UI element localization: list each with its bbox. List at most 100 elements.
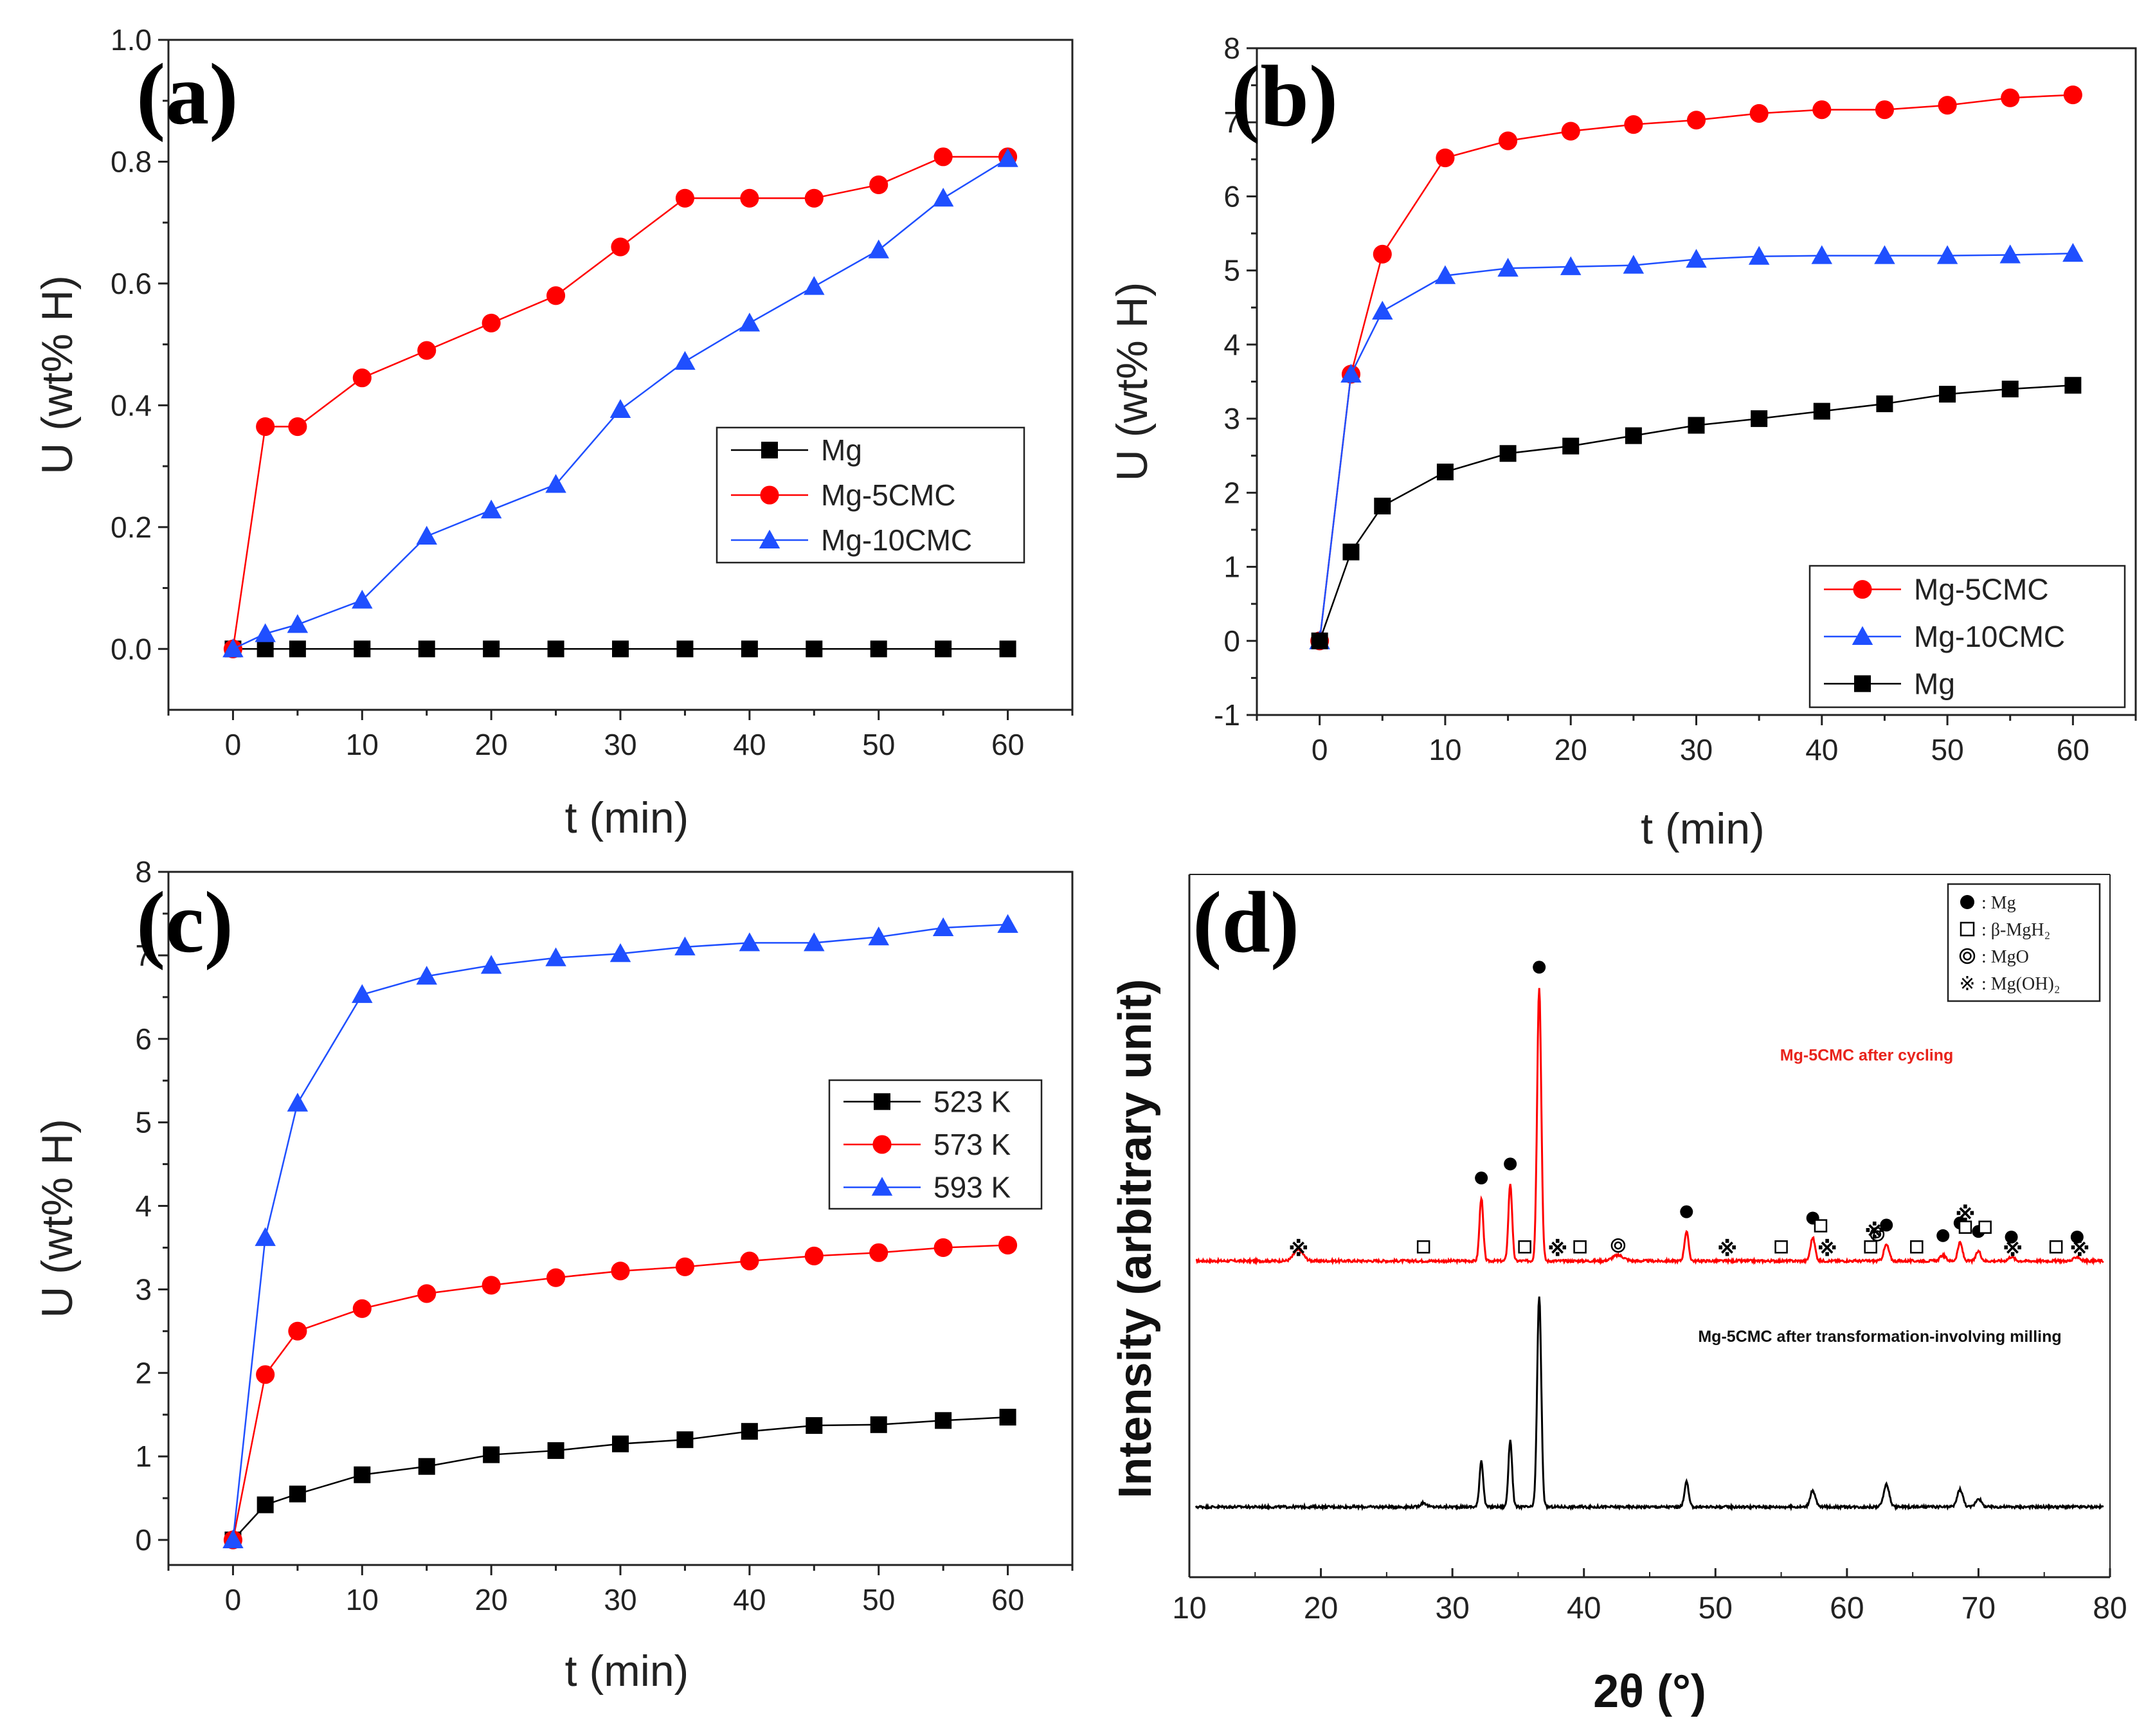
pattern-label-after-milling: Mg-5CMC after transformation-involving m…	[1698, 1328, 2061, 1346]
y-tick-label: 3	[135, 1272, 152, 1306]
data-point	[804, 276, 825, 295]
data-point	[612, 1435, 629, 1452]
data-point	[257, 1496, 274, 1514]
data-point	[2062, 242, 2084, 262]
data-point	[1938, 96, 1957, 115]
legend-marker	[759, 529, 780, 548]
data-point	[1875, 100, 1894, 120]
data-point	[933, 1238, 953, 1258]
mgh2-peak-marker	[1910, 1240, 1924, 1254]
y-axis-label: U (wt% H)	[33, 275, 82, 475]
data-point	[998, 1236, 1018, 1255]
data-point	[676, 640, 694, 658]
series-line-mg-5cmc	[232, 156, 1008, 649]
panel-d-xrd-chart: 10 20 30 40 50 60 70 80 Mg-5CMC after cycling Mg-…	[1110, 874, 2127, 1717]
mgoh2-peak-marker: ※	[1817, 1237, 1837, 1261]
data-point	[1562, 437, 1580, 455]
x-axis-label: t (min)	[565, 1647, 689, 1695]
y-tick-label: 2	[135, 1356, 152, 1389]
panel-c-temperature-chart: 0 10 20 30 40 50 60 0 1 2 3 4 5 6 7 8 523 K 573 K 593 K t (…	[33, 855, 1074, 1695]
data-point	[806, 1417, 823, 1434]
data-point	[1623, 255, 1645, 274]
legend: Mg-5CMC Mg-10CMC Mg	[1808, 565, 2126, 709]
x-tick-label: 60	[1830, 1591, 1864, 1625]
data-point	[1311, 632, 1328, 649]
y-tick-label: 1.0	[111, 23, 152, 57]
series-line-mg-5cmc	[1319, 94, 2073, 641]
data-point	[483, 1446, 500, 1463]
data-point	[868, 239, 889, 258]
data-point	[547, 1442, 564, 1460]
y-tick-label: 8	[135, 855, 152, 889]
data-point	[482, 313, 501, 333]
mgoh2-peak-marker: ※	[1864, 1219, 1884, 1243]
data-point	[609, 943, 631, 963]
mgh2-peak-marker	[1573, 1240, 1587, 1254]
y-tick-label: 7	[1223, 105, 1240, 139]
y-tick-label: 6	[135, 1022, 152, 1056]
data-point	[612, 640, 629, 658]
y-tick-label: 6	[1223, 179, 1240, 213]
data-point	[870, 1416, 887, 1433]
series-line-mg-10cmc	[232, 158, 1009, 650]
series-markers-573-k	[223, 1236, 1018, 1550]
mgoh2-peak-marker: ※	[1288, 1237, 1308, 1261]
mgh2-peak-marker	[1814, 1219, 1828, 1233]
data-point	[1561, 122, 1580, 141]
panel-a-kinetics-chart: 0 10 20 30 40 50 60 0.0 0.2 0.4 0.6 0.8 1.0 Mg Mg-5CMC…	[33, 23, 1074, 842]
data-point	[352, 1299, 372, 1318]
data-point	[1499, 445, 1517, 462]
data-point	[740, 1251, 759, 1270]
data-point	[611, 1261, 630, 1281]
panel-letter: (b)	[1231, 48, 1338, 145]
x-tick-label: 50	[862, 1583, 895, 1616]
legend-label: Mg-10CMC	[1914, 620, 2065, 653]
data-point	[1688, 417, 1705, 434]
data-point	[806, 640, 823, 658]
data-point	[935, 640, 952, 658]
legend-label: Mg-10CMC	[821, 523, 972, 557]
y-axis-label: Intensity (arbitrary unit)	[1110, 979, 1161, 1498]
data-point	[222, 638, 244, 658]
mgoh2-peak-marker: ※	[1547, 1237, 1567, 1261]
legend-label: Mg-5CMC	[1914, 573, 2049, 606]
panel-letter: (d)	[1193, 874, 1299, 971]
data-point	[741, 640, 758, 658]
mgh2-peak-marker	[1416, 1240, 1430, 1254]
data-point	[1436, 464, 1454, 481]
data-point	[483, 640, 500, 658]
x-tick-label: 30	[1680, 733, 1713, 766]
mgh2-peak-marker	[1518, 1240, 1531, 1254]
legend-mgh2-symbol	[1960, 921, 1975, 937]
x-tick-label: 50	[1699, 1591, 1733, 1625]
panel-b-kinetics-chart: 0 10 20 30 40 50 60-1012345678Mg-5CMCMg-10CMCM…	[1108, 32, 2137, 853]
data-point	[1751, 410, 1768, 428]
data-point	[482, 1276, 501, 1295]
data-point	[739, 312, 761, 332]
pattern-label-after-cycling: Mg-5CMC after cycling	[1780, 1047, 1953, 1065]
mgo-peak-marker	[1870, 1227, 1885, 1242]
legend: 523 K 573 K 593 K	[828, 1079, 1043, 1210]
data-point	[2001, 381, 2019, 398]
data-point	[676, 1431, 694, 1449]
series-line-mg-10cmc	[1319, 252, 2073, 641]
data-point	[1811, 245, 1833, 264]
mg-peak-marker	[2005, 1230, 2018, 1243]
x-tick-label: 20	[475, 728, 508, 761]
data-point	[2063, 86, 2082, 105]
panel-letter: (c)	[136, 874, 233, 971]
data-point	[2001, 88, 2020, 107]
legend-marker	[761, 442, 778, 458]
y-tick-label: 0.4	[111, 388, 152, 422]
x-tick-label: 40	[1567, 1591, 1601, 1625]
data-point	[288, 1321, 307, 1341]
legend-label: Mg	[821, 433, 862, 467]
data-point	[1874, 245, 1895, 264]
legend-marker	[871, 1177, 893, 1196]
x-tick-label: 20	[475, 1583, 508, 1616]
mg-peak-marker	[1475, 1171, 1488, 1185]
series-line-523-k	[232, 1416, 1008, 1541]
panel-letter: (a)	[136, 46, 239, 143]
y-tick-label: 0.2	[111, 511, 152, 544]
y-tick-label: 7	[135, 939, 152, 972]
